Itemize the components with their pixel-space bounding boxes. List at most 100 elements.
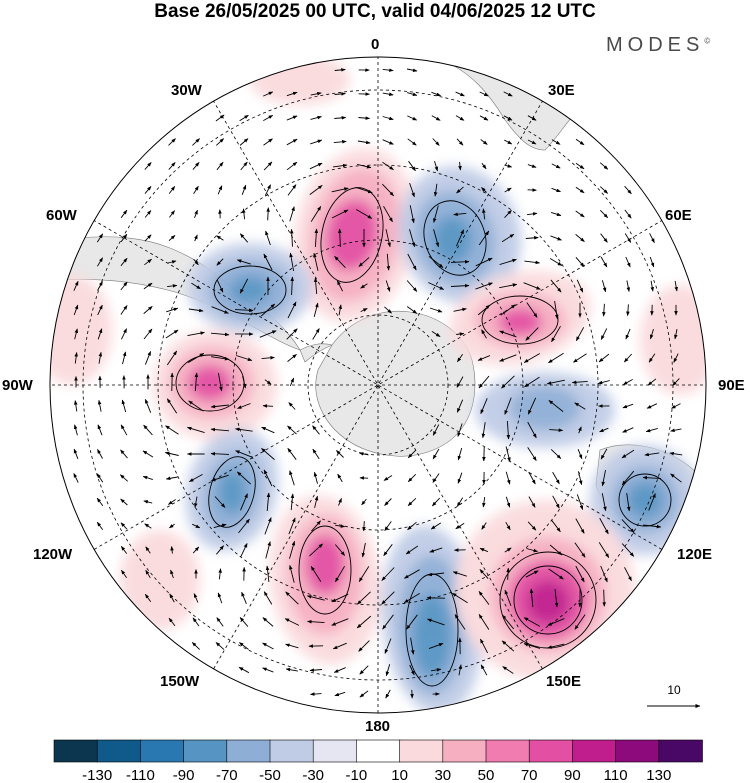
wind-vector	[574, 542, 586, 558]
wind-vector	[262, 404, 274, 408]
wind-vector	[382, 92, 394, 96]
colorbar-swatch	[183, 739, 228, 763]
wind-vector	[262, 617, 274, 627]
lon-label-60e: 60E	[665, 207, 692, 224]
wind-vector	[263, 161, 273, 171]
wind-vector	[549, 428, 564, 432]
wind-vector	[144, 350, 152, 365]
wind-vector	[450, 283, 470, 288]
wind-vector	[73, 424, 78, 436]
wind-vector	[526, 302, 538, 318]
wind-vector	[524, 376, 540, 388]
wind-vector	[120, 546, 128, 554]
wind-vector	[309, 185, 323, 195]
wind-vector	[287, 447, 297, 460]
lon-label-90e: 90E	[718, 377, 745, 394]
wind-vector	[383, 544, 393, 557]
colorbar-tick-label: -130	[82, 767, 112, 783]
wind-vector	[194, 234, 198, 242]
wind-vector	[73, 280, 79, 291]
wind-vector	[480, 638, 488, 654]
colorbar: -130 -110 -90 -70 -50 -30 -10 10 30 50 70 90 110 130	[53, 739, 703, 783]
wind-vector	[599, 427, 609, 433]
wind-vector	[648, 493, 656, 511]
wind-vector	[478, 230, 490, 246]
wind-vector	[505, 446, 511, 462]
wind-vector	[409, 664, 415, 676]
colorbar-swatch	[658, 739, 703, 763]
wind-vector	[578, 426, 582, 434]
wind-vector	[670, 428, 682, 433]
wind-vector	[242, 208, 246, 220]
wind-vector	[239, 278, 249, 294]
wind-vector	[407, 115, 418, 121]
wind-vector	[527, 447, 537, 461]
wind-vector	[214, 496, 226, 508]
lon-label-120w: 120W	[33, 546, 73, 563]
wind-vector	[481, 522, 487, 530]
wind-vector	[406, 68, 418, 72]
wind-vector	[264, 379, 272, 385]
wind-vector	[575, 565, 585, 583]
wind-vector	[501, 640, 515, 652]
wind-vector	[266, 207, 270, 221]
wind-vector	[548, 568, 564, 580]
wind-vector	[165, 476, 178, 481]
wind-vector	[288, 402, 296, 410]
wind-vector	[310, 91, 322, 96]
wind-vector	[120, 449, 128, 459]
wind-vector	[263, 469, 273, 487]
wind-vector	[383, 205, 393, 223]
wind-vector	[622, 379, 633, 385]
colorbar-swatch	[269, 739, 315, 763]
colorbar-tick-label: 130	[646, 767, 671, 783]
wind-vector	[143, 306, 153, 314]
wind-vector	[310, 566, 322, 582]
antarctica	[315, 310, 476, 457]
wind-vector	[361, 542, 366, 558]
wind-vector	[239, 233, 249, 243]
wind-vector	[286, 161, 298, 171]
wind-vector	[259, 330, 277, 338]
wind-vector	[527, 421, 537, 439]
wind-vector	[169, 593, 175, 603]
wind-vector	[286, 91, 298, 97]
wind-vector	[217, 373, 223, 392]
wind-vector	[550, 211, 562, 217]
wind-vector	[458, 664, 463, 676]
wind-vector	[457, 472, 463, 484]
wind-vector	[503, 115, 513, 121]
wind-vector	[144, 210, 152, 218]
wind-vector	[626, 493, 631, 512]
wind-vector	[313, 302, 319, 318]
wind-vector	[499, 283, 518, 289]
wind-vector	[409, 205, 415, 224]
wind-vector	[452, 571, 467, 577]
wind-vector	[431, 331, 441, 337]
colorbar-swatch	[53, 739, 99, 763]
wind-vector	[552, 495, 560, 509]
wind-vector	[527, 139, 537, 145]
wind-vector	[575, 162, 585, 170]
wind-vector	[457, 423, 463, 437]
wind-vector	[480, 139, 488, 145]
wind-vector	[120, 257, 128, 267]
wind-vector	[144, 234, 152, 242]
wind-vector	[433, 183, 438, 197]
wind-vector	[528, 496, 536, 508]
wind-vector	[574, 614, 586, 630]
colorbar-swatch	[226, 739, 271, 763]
wind-vector	[428, 642, 444, 650]
wind-vector	[546, 379, 565, 385]
wind-vector	[574, 402, 586, 410]
wind-vector	[120, 233, 128, 243]
wind-vector	[505, 521, 511, 531]
wind-vector	[165, 329, 179, 339]
wind-vector	[239, 642, 249, 650]
wind-vector	[287, 301, 297, 319]
wind-vector	[458, 161, 462, 171]
wind-vector	[670, 473, 682, 483]
wind-vector	[287, 425, 297, 435]
colorbar-tick-label: 50	[478, 767, 495, 783]
wind-vector	[432, 138, 440, 146]
